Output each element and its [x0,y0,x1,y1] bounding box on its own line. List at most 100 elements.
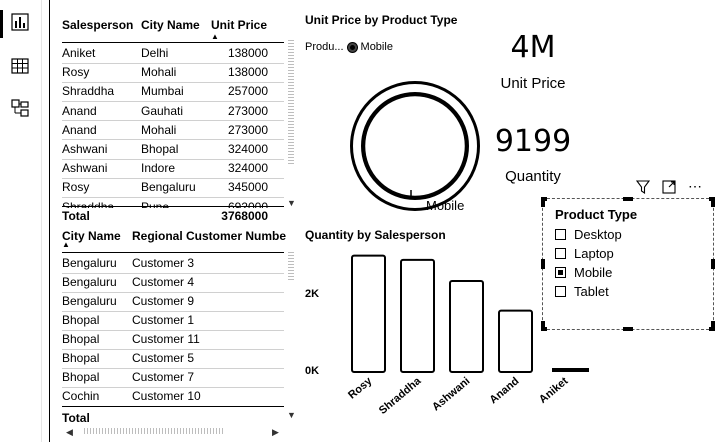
slicer-item-mobile[interactable]: Mobile [555,265,612,280]
cell-salesperson: Anand [62,103,97,118]
bar-anand[interactable] [498,309,533,374]
table2-horizontal-scrollbar[interactable] [84,428,224,434]
y-tick-2k: 2K [305,288,320,300]
col-header-city-name[interactable]: City Name [141,18,200,32]
table-row[interactable]: Cochin Customer 10 [62,387,284,406]
cell-city: Bhopal [62,351,100,365]
model-view-icon[interactable] [10,98,32,120]
table-row[interactable]: Bhopal Customer 5 [62,349,284,368]
legend-item-mobile[interactable]: Mobile [360,41,393,53]
table-row[interactable]: Bengaluru Customer 4 [62,273,284,292]
table-row[interactable]: Bengaluru Customer 3 [62,254,284,273]
more-options-icon[interactable]: ⋯ [688,178,703,194]
donut-chart[interactable] [345,76,485,216]
donut-legend[interactable]: Produ... Mobile [305,41,393,53]
cell-city: Bhopal [141,142,179,156]
checkbox-icon[interactable] [555,229,566,240]
table2-scroll-down-icon[interactable]: ▼ [287,410,296,420]
col-header-salesperson[interactable]: Salesperson [62,18,134,32]
report-view-icon[interactable] [10,12,32,34]
donut-chart-title: Unit Price by Product Type [305,13,458,27]
slicer-item-label: Tablet [574,284,609,299]
row-divider [62,310,284,312]
table-row[interactable]: Bengaluru Customer 9 [62,292,284,311]
table-row[interactable]: Bhopal Customer 7 [62,368,284,387]
cell-city: Mohali [141,122,177,137]
cell-city: Indore [141,161,176,176]
bar-ashwani[interactable] [449,279,484,374]
resize-handle[interactable] [541,197,545,207]
slicer-item-tablet[interactable]: Tablet [555,284,609,299]
scroll-right-icon[interactable]: ▶ [272,427,279,437]
table-row[interactable]: Shraddha Pune 692000 [62,198,284,208]
focus-mode-icon[interactable] [662,179,676,194]
cell-salesperson: Ashwani [62,161,108,176]
cell-salesperson: Rosy [62,65,90,80]
row-divider [62,139,284,141]
resize-handle[interactable] [623,327,633,331]
resize-handle[interactable] [711,259,715,269]
table-row[interactable]: Anand Gauhati 273000 [62,102,284,121]
resize-handle[interactable] [541,259,545,269]
quantity-card-label: Quantity [505,168,561,185]
table-row[interactable]: Bhopal Customer 11 [62,330,284,349]
resize-handle[interactable] [623,197,633,201]
checkbox-checked-icon[interactable] [555,267,566,278]
salesperson-table[interactable]: Salesperson City Name Unit Price ▲ Anike… [62,12,292,227]
table1-total-label: Total [62,209,90,223]
bar-chart-title: Quantity by Salesperson [305,228,446,242]
cell-city: Bengaluru [141,180,196,195]
table-row[interactable]: Rosy Bengaluru 345000 [62,178,284,197]
slicer-item-desktop[interactable]: Desktop [555,227,622,242]
x-tick-shraddha: Shraddha [377,375,424,417]
active-view-indicator [0,10,3,38]
checkbox-icon[interactable] [555,248,566,259]
cell-customer: Customer 4 [132,275,195,289]
table-row[interactable]: Ashwani Bhopal 324000 [62,140,284,159]
cell-unit-price: 324000 [227,142,268,156]
x-tick-aniket: Aniket [537,375,571,406]
quantity-bar-chart[interactable]: Rosy Shraddha Ashwani Anand Aniket [340,245,590,435]
canvas-divider [49,0,50,442]
table1-scrollbar[interactable] [288,40,294,166]
table-row[interactable]: Shraddha Mumbai 257000 [62,82,284,101]
sort-ascending-icon-2: ▲ [62,240,70,249]
total-divider-2 [62,406,284,407]
row-divider [62,177,284,179]
slicer-item-label: Laptop [574,246,614,261]
cell-city: Mumbai [141,84,184,99]
col-header-city-name-2[interactable]: City Name [62,229,121,243]
cell-city: Bengaluru [62,294,117,308]
bar-shraddha[interactable] [400,258,435,374]
cell-city: Bengaluru [62,256,117,270]
table-row[interactable]: Aniket Delhi 138000 [62,44,284,63]
table2-total-label: Total [62,411,90,425]
product-type-slicer[interactable]: Product Type Desktop Laptop Mobile Tablet [541,197,715,331]
resize-handle[interactable] [541,321,545,331]
table1-scroll-down-icon[interactable]: ▼ [287,198,296,208]
resize-handle[interactable] [711,321,715,331]
row-divider [62,348,284,350]
bar-aniket[interactable] [552,368,589,372]
row-divider [62,158,284,160]
scroll-left-icon[interactable]: ◀ [66,427,73,437]
cell-customer: Customer 1 [132,313,195,327]
resize-handle[interactable] [711,197,715,207]
city-customer-table[interactable]: City Name ▲ Regional Customer Numbe Beng… [62,222,292,425]
donut-slice-inner [353,84,477,208]
col-header-regional-customer[interactable]: Regional Customer Numbe [132,229,287,243]
table-row[interactable]: Ashwani Indore 324000 [62,159,284,178]
cell-unit-price: 257000 [227,84,268,99]
table2-scrollbar[interactable] [288,252,294,282]
bar-rosy[interactable] [351,254,386,373]
col-header-unit-price[interactable]: Unit Price [211,18,268,32]
table-row[interactable]: Anand Mohali 273000 [62,121,284,140]
row-divider [62,120,284,122]
filter-icon[interactable] [636,179,650,194]
unit-price-card-value: 4M [510,30,556,65]
slicer-item-laptop[interactable]: Laptop [555,246,614,261]
table-row[interactable]: Bhopal Customer 1 [62,311,284,330]
table-row[interactable]: Rosy Mohali 138000 [62,63,284,82]
checkbox-icon[interactable] [555,286,566,297]
data-view-icon[interactable] [10,56,32,78]
